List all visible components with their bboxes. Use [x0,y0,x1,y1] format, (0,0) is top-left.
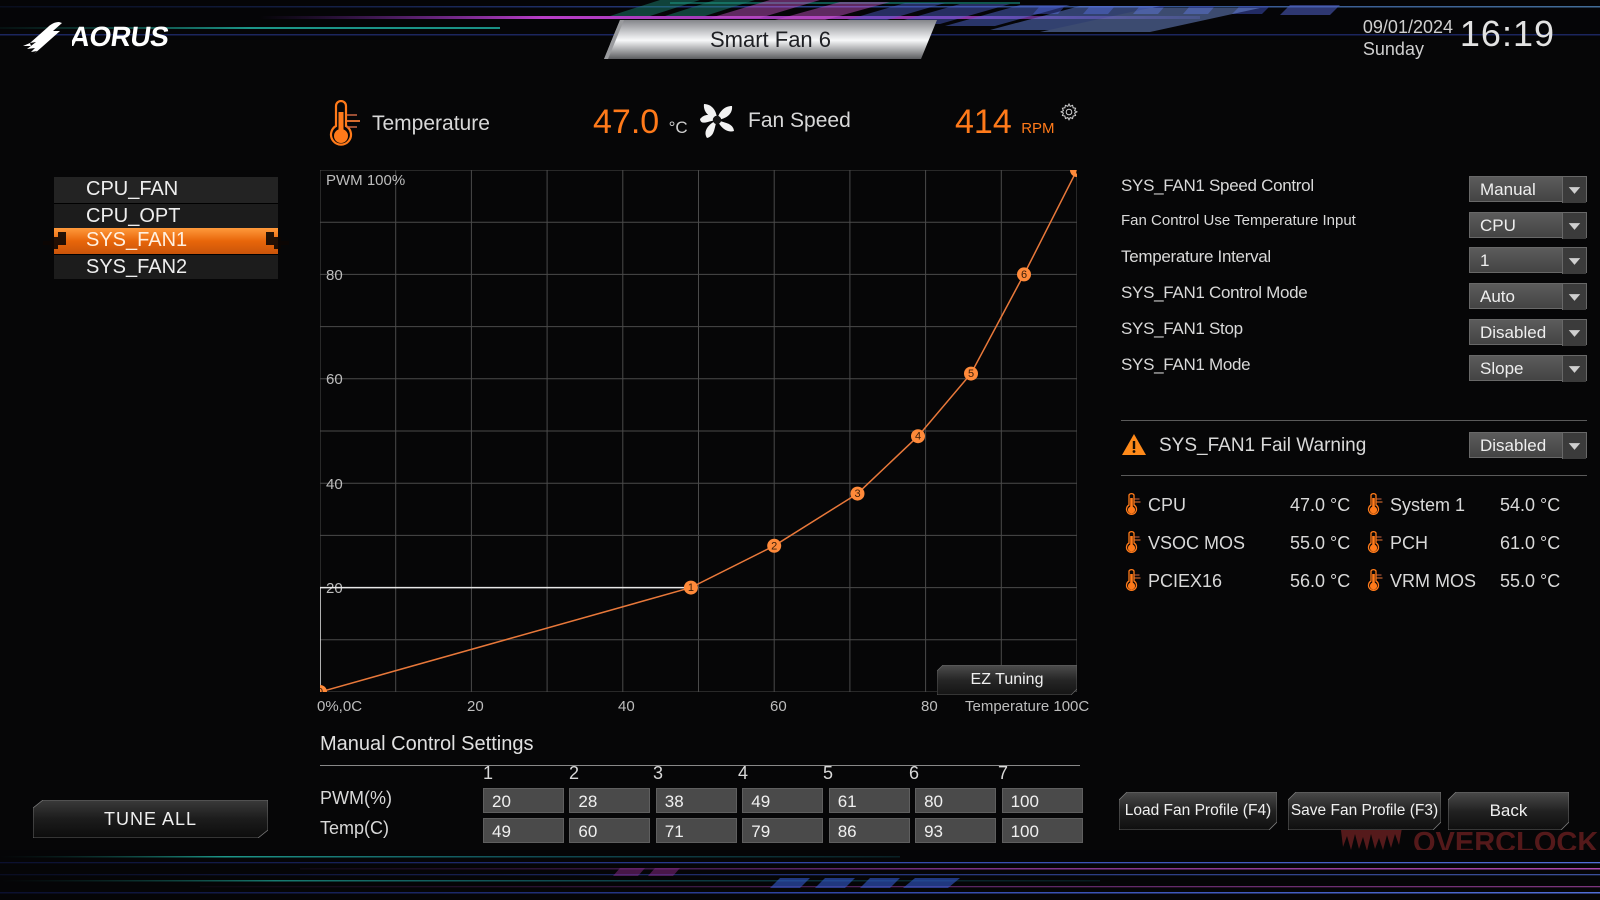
svg-text:2: 2 [771,540,777,552]
svg-text:4: 4 [915,431,921,443]
svg-text:AORUS: AORUS [72,22,171,52]
svg-text:0: 0 [320,687,323,693]
svg-text:1: 1 [688,582,694,594]
svg-text:5: 5 [968,368,974,380]
svg-text:3: 3 [854,488,860,500]
svg-text:6: 6 [1021,269,1027,281]
svg-text:7: 7 [1074,170,1077,177]
